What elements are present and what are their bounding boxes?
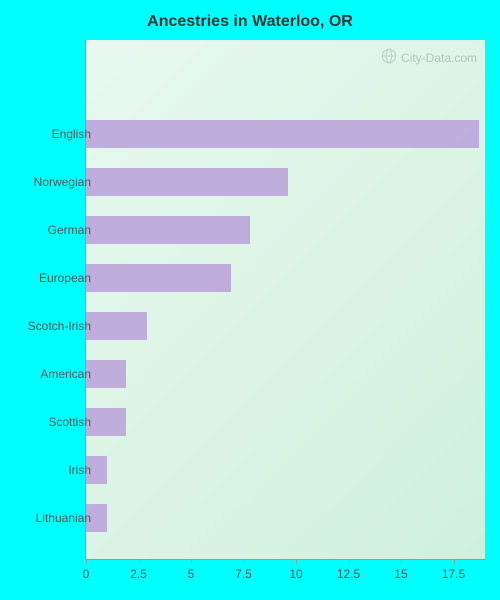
bar <box>86 312 147 340</box>
bar <box>86 408 126 436</box>
bar-row <box>86 120 485 148</box>
bar-row <box>86 264 485 292</box>
x-tick-label: 17.5 <box>442 567 465 581</box>
x-tick-mark <box>349 559 350 564</box>
bar <box>86 360 126 388</box>
x-tick-mark <box>86 559 87 564</box>
x-tick-label: 5 <box>188 567 195 581</box>
bar-row <box>86 456 485 484</box>
x-tick-mark <box>296 559 297 564</box>
bar-row <box>86 216 485 244</box>
bar-row <box>86 360 485 388</box>
bar <box>86 264 231 292</box>
x-tick-label: 0 <box>83 567 90 581</box>
x-tick-mark <box>139 559 140 564</box>
plot-area: City-Data.com 02.557.51012.51517.5 <box>85 40 485 560</box>
y-axis-label: Lithuanian <box>16 504 91 532</box>
chart-container: Ancestries in Waterloo, OR City-Data.com… <box>5 5 495 595</box>
x-tick-mark <box>401 559 402 564</box>
y-axis-label: English <box>16 120 91 148</box>
bar <box>86 120 479 148</box>
y-axis-label: American <box>16 360 91 388</box>
x-tick-mark <box>454 559 455 564</box>
bar-row <box>86 408 485 436</box>
y-axis-label: Scotch-Irish <box>16 312 91 340</box>
x-tick-label: 10 <box>289 567 302 581</box>
bar-row <box>86 504 485 532</box>
y-axis-label: Norwegian <box>16 168 91 196</box>
x-tick-label: 2.5 <box>130 567 147 581</box>
bar <box>86 168 288 196</box>
x-tick-mark <box>191 559 192 564</box>
y-axis-label: German <box>16 216 91 244</box>
y-axis-label: Irish <box>16 456 91 484</box>
y-axis-label: Scottish <box>16 408 91 436</box>
y-axis-label: European <box>16 264 91 292</box>
bar-row <box>86 312 485 340</box>
x-tick-label: 12.5 <box>337 567 360 581</box>
x-tick-label: 7.5 <box>235 567 252 581</box>
x-tick-mark <box>243 559 244 564</box>
bar-row <box>86 168 485 196</box>
chart-title: Ancestries in Waterloo, OR <box>5 5 495 35</box>
bars-wrap <box>86 40 485 559</box>
bar <box>86 216 250 244</box>
x-tick-label: 15 <box>394 567 407 581</box>
